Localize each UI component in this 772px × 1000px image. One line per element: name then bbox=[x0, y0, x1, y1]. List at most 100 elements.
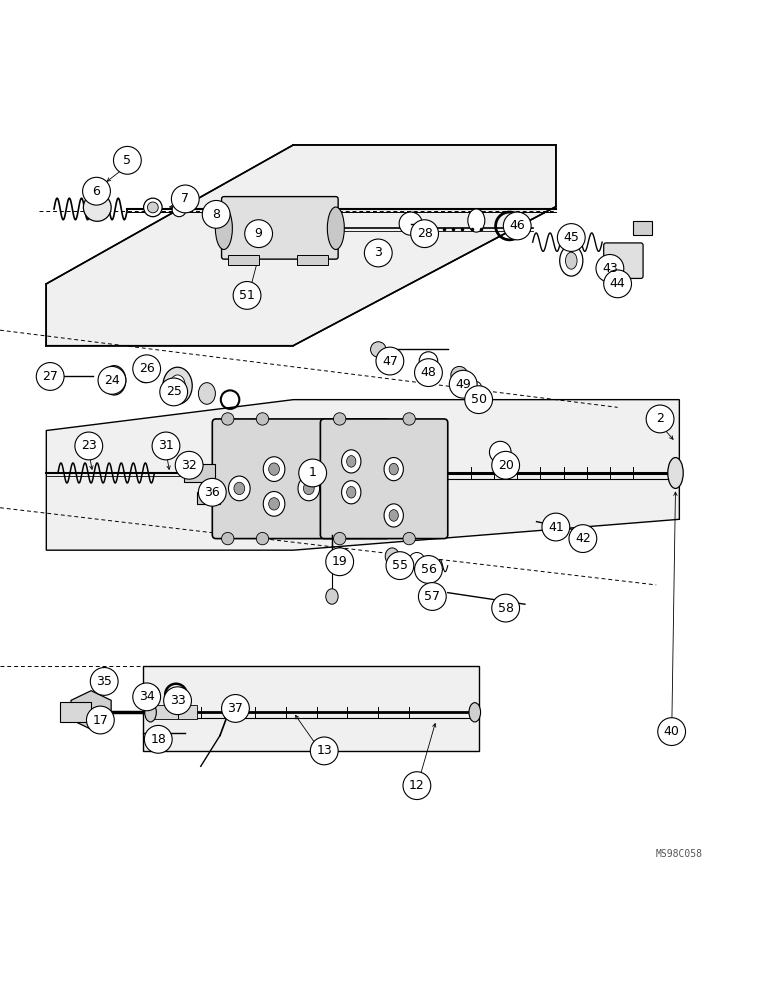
Circle shape bbox=[419, 352, 438, 370]
Bar bbox=[297, 255, 328, 265]
Text: 47: 47 bbox=[382, 355, 398, 368]
Circle shape bbox=[449, 370, 477, 398]
Text: 32: 32 bbox=[181, 459, 197, 472]
Text: 6: 6 bbox=[93, 185, 100, 198]
Polygon shape bbox=[71, 691, 111, 729]
Circle shape bbox=[547, 517, 562, 532]
Circle shape bbox=[299, 459, 327, 487]
Text: 9: 9 bbox=[255, 227, 262, 240]
Circle shape bbox=[468, 381, 482, 395]
Text: 37: 37 bbox=[228, 702, 243, 715]
Circle shape bbox=[83, 177, 110, 205]
Bar bbox=[633, 221, 652, 235]
Text: 31: 31 bbox=[158, 439, 174, 452]
Bar bbox=[151, 705, 197, 719]
Ellipse shape bbox=[389, 510, 398, 521]
Circle shape bbox=[596, 255, 624, 282]
Circle shape bbox=[113, 146, 141, 174]
Ellipse shape bbox=[385, 548, 399, 565]
Circle shape bbox=[569, 525, 597, 552]
Ellipse shape bbox=[269, 498, 279, 510]
Bar bbox=[184, 464, 215, 482]
Circle shape bbox=[98, 366, 126, 394]
Ellipse shape bbox=[384, 458, 403, 481]
Circle shape bbox=[503, 212, 531, 240]
Circle shape bbox=[90, 668, 118, 695]
Text: 46: 46 bbox=[510, 219, 525, 232]
Text: 34: 34 bbox=[139, 690, 154, 703]
Circle shape bbox=[465, 386, 493, 414]
Ellipse shape bbox=[384, 504, 403, 527]
Circle shape bbox=[557, 224, 585, 251]
Ellipse shape bbox=[152, 727, 169, 739]
Polygon shape bbox=[46, 400, 679, 550]
Ellipse shape bbox=[263, 457, 285, 481]
Bar bbox=[228, 255, 259, 265]
Circle shape bbox=[542, 513, 570, 541]
Text: 57: 57 bbox=[425, 590, 440, 603]
Circle shape bbox=[574, 526, 587, 539]
FancyBboxPatch shape bbox=[320, 419, 448, 539]
Circle shape bbox=[83, 194, 111, 221]
Text: 18: 18 bbox=[151, 733, 166, 746]
Circle shape bbox=[403, 772, 431, 800]
Text: 41: 41 bbox=[548, 521, 564, 534]
Ellipse shape bbox=[263, 492, 285, 516]
Text: 56: 56 bbox=[421, 563, 436, 576]
Text: 5: 5 bbox=[124, 154, 131, 167]
Ellipse shape bbox=[668, 458, 683, 488]
Polygon shape bbox=[46, 145, 556, 346]
Circle shape bbox=[489, 441, 511, 463]
Ellipse shape bbox=[108, 372, 120, 389]
Circle shape bbox=[658, 718, 686, 745]
Circle shape bbox=[334, 413, 346, 425]
Bar bbox=[60, 702, 91, 722]
Text: 51: 51 bbox=[239, 289, 255, 302]
Ellipse shape bbox=[215, 207, 232, 249]
Circle shape bbox=[326, 548, 354, 576]
Circle shape bbox=[334, 532, 346, 545]
Ellipse shape bbox=[198, 383, 215, 404]
Text: 50: 50 bbox=[471, 393, 486, 406]
Circle shape bbox=[202, 200, 230, 228]
Ellipse shape bbox=[135, 358, 154, 383]
Text: 55: 55 bbox=[392, 559, 408, 572]
Circle shape bbox=[371, 342, 386, 357]
Ellipse shape bbox=[560, 245, 583, 276]
Ellipse shape bbox=[146, 686, 160, 703]
Circle shape bbox=[492, 451, 520, 479]
Text: 25: 25 bbox=[166, 385, 181, 398]
Circle shape bbox=[403, 532, 415, 545]
Text: 28: 28 bbox=[417, 227, 432, 240]
Text: 24: 24 bbox=[104, 374, 120, 387]
Text: 45: 45 bbox=[564, 231, 579, 244]
Circle shape bbox=[160, 378, 188, 406]
Circle shape bbox=[415, 556, 442, 583]
FancyBboxPatch shape bbox=[604, 243, 643, 278]
Text: 26: 26 bbox=[139, 362, 154, 375]
Circle shape bbox=[492, 594, 520, 622]
Ellipse shape bbox=[170, 375, 185, 397]
Circle shape bbox=[451, 366, 468, 383]
Circle shape bbox=[171, 185, 199, 213]
Ellipse shape bbox=[389, 463, 398, 475]
Circle shape bbox=[36, 363, 64, 390]
Circle shape bbox=[256, 413, 269, 425]
Ellipse shape bbox=[163, 367, 192, 404]
Circle shape bbox=[222, 413, 234, 425]
Text: 33: 33 bbox=[170, 694, 185, 707]
Ellipse shape bbox=[303, 482, 314, 495]
FancyBboxPatch shape bbox=[212, 419, 390, 539]
Text: 23: 23 bbox=[81, 439, 96, 452]
Circle shape bbox=[646, 405, 674, 433]
Circle shape bbox=[364, 239, 392, 267]
Circle shape bbox=[310, 737, 338, 765]
Text: 44: 44 bbox=[610, 277, 625, 290]
Text: 36: 36 bbox=[205, 486, 220, 499]
Ellipse shape bbox=[565, 252, 577, 269]
Circle shape bbox=[256, 532, 269, 545]
Ellipse shape bbox=[298, 476, 320, 501]
Polygon shape bbox=[143, 666, 479, 751]
Ellipse shape bbox=[326, 589, 338, 604]
Circle shape bbox=[147, 202, 158, 213]
